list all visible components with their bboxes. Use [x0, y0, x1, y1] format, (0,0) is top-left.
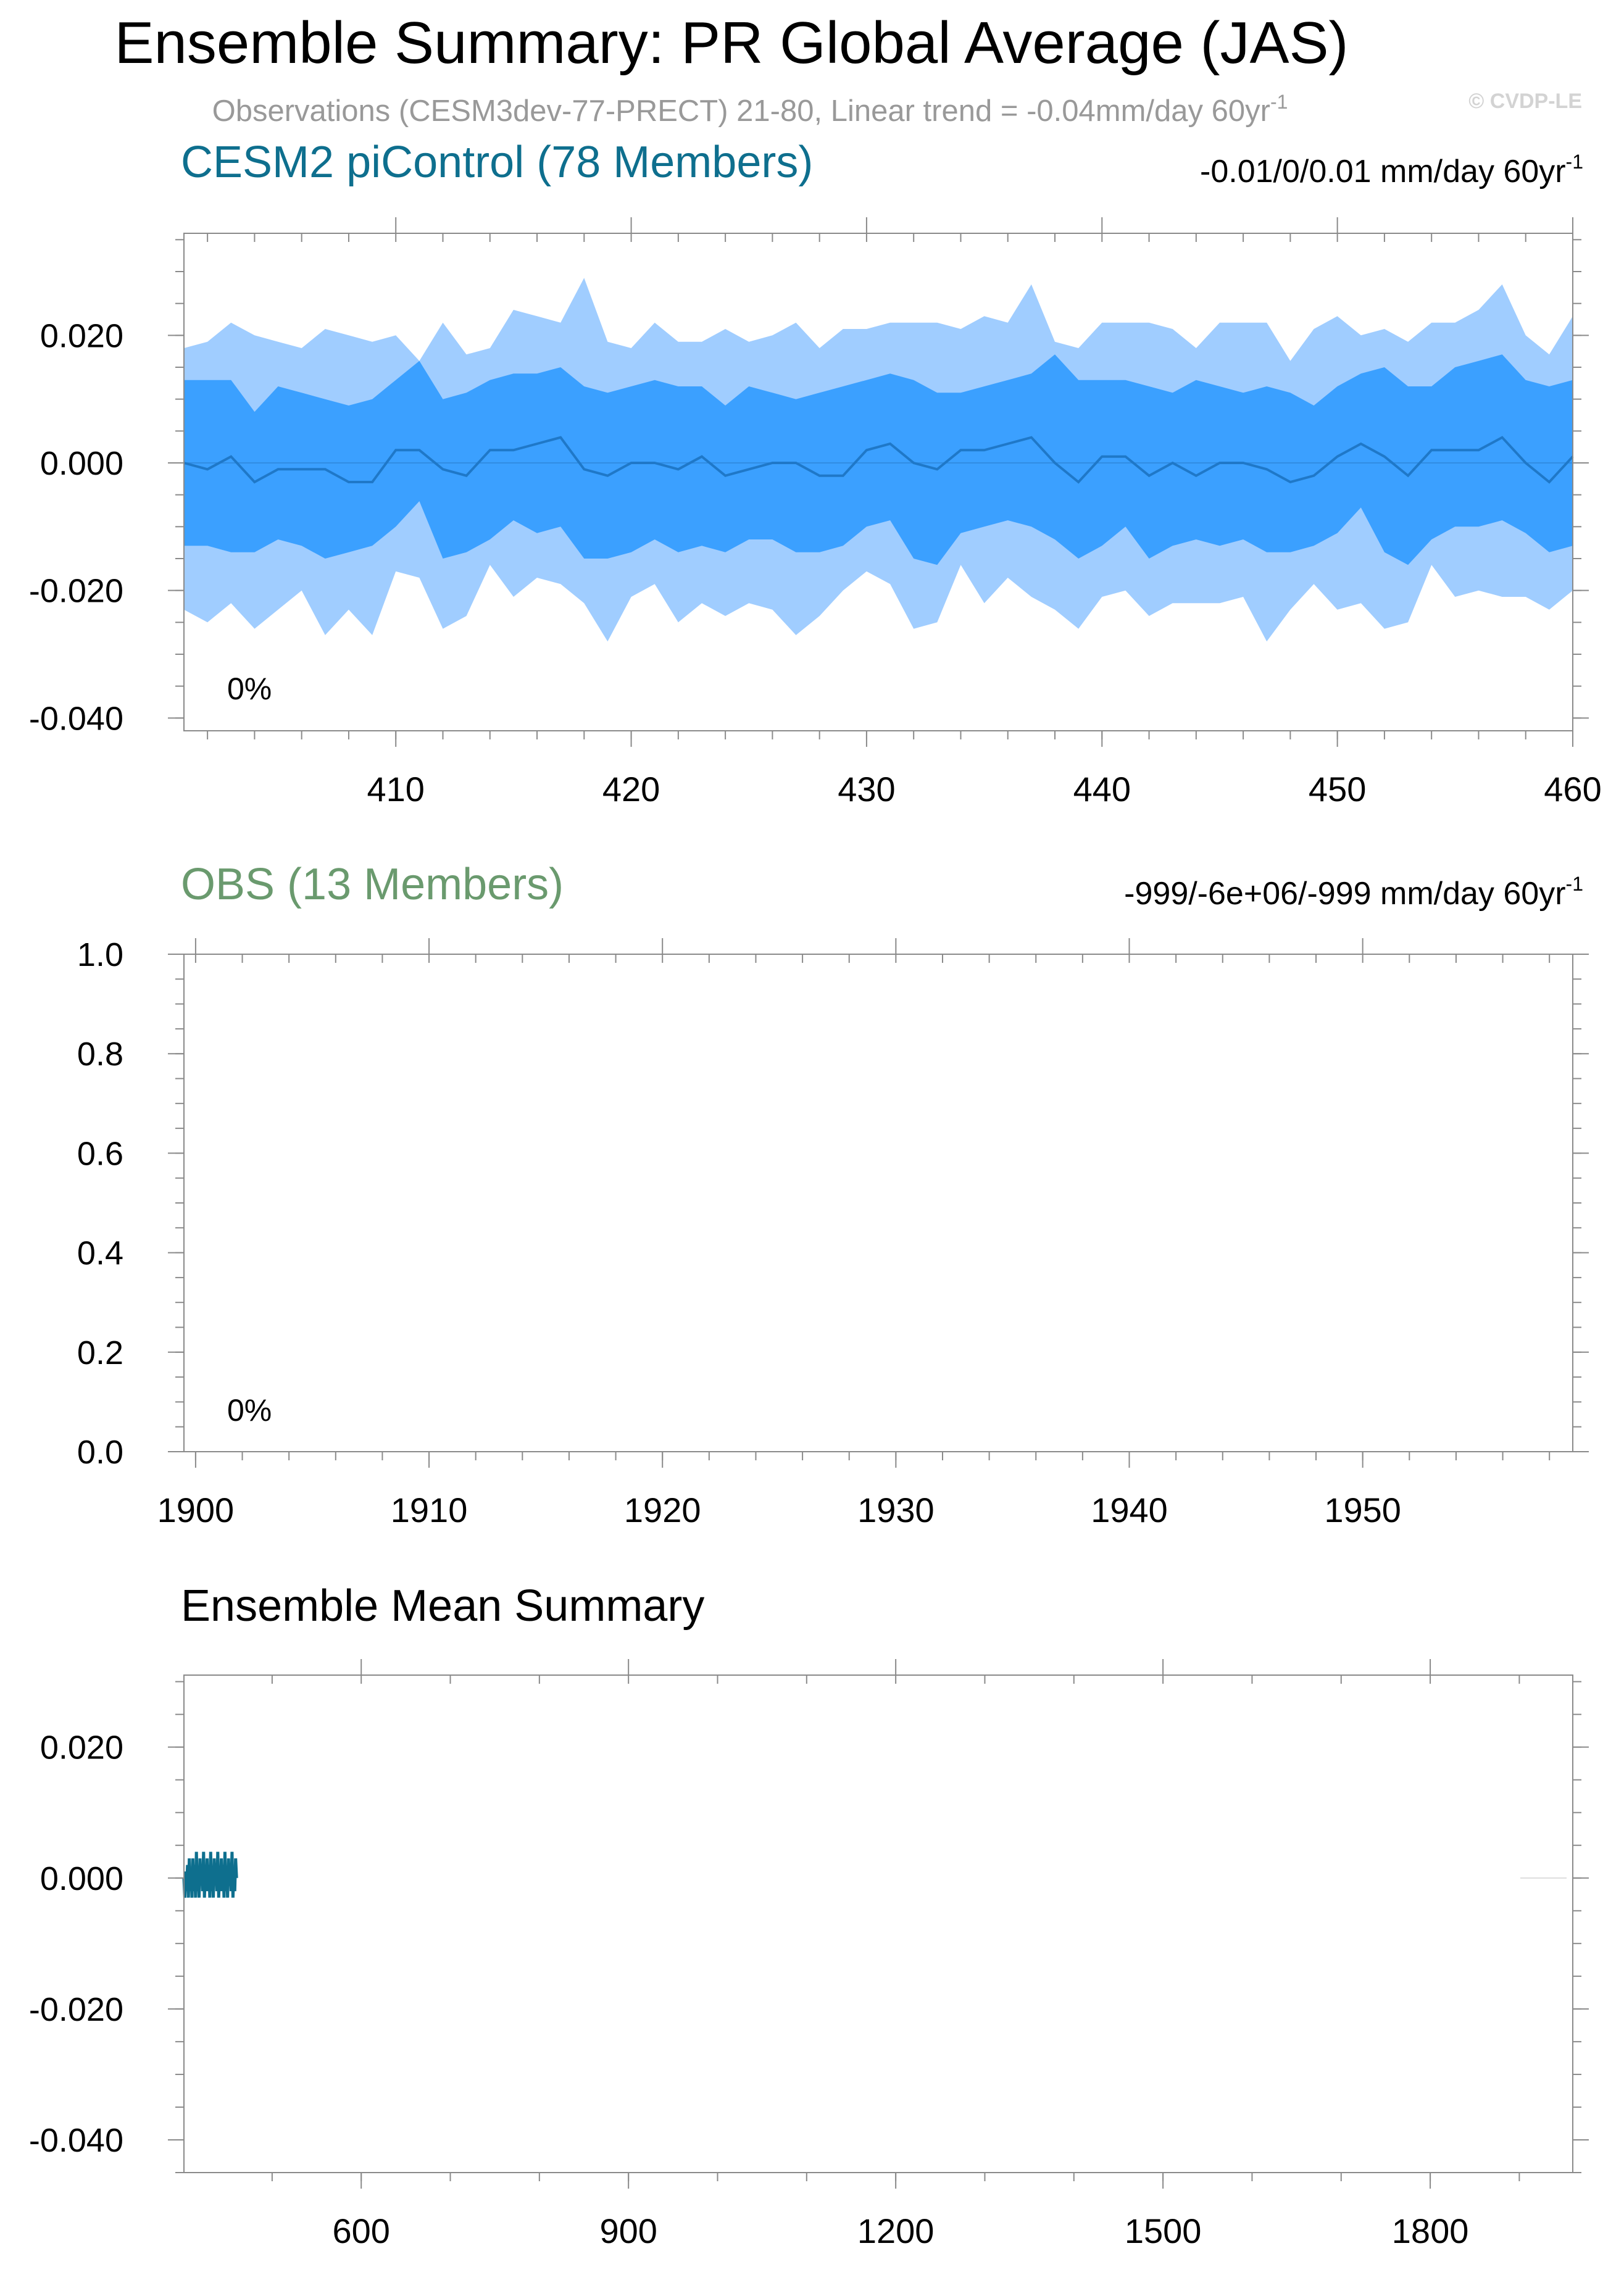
cesm2-trend-superscript: -1	[1566, 151, 1583, 173]
cesm2-plot-area: 410 420 430 440 450 460 0.020 0.000 -0.020 -0.040	[29, 217, 1602, 809]
main-title: Ensemble Summary: PR Global Average (JAS…	[114, 10, 1348, 76]
y-tick-label: -0.040	[29, 700, 123, 737]
x-tick-label: 600	[332, 2211, 389, 2250]
x-tick-label: 1910	[391, 1491, 468, 1529]
x-tick-label: 1200	[857, 2211, 935, 2250]
x-tick-label: 1800	[1392, 2211, 1469, 2250]
y-tick-label: 0.000	[40, 445, 123, 482]
plot-frame	[183, 954, 1573, 1452]
ensemble-mean-title: Ensemble Mean Summary	[181, 1581, 704, 1631]
y-tick-label: -0.020	[29, 573, 123, 610]
x-tick-label: 1940	[1091, 1491, 1168, 1529]
y-tick-label: 1.0	[77, 936, 123, 973]
y-tick-label: 0.0	[77, 1434, 123, 1471]
x-tick-label: 1930	[857, 1491, 935, 1529]
x-tick-label: 1920	[624, 1491, 701, 1529]
cesm2-percent-label: 0%	[227, 672, 272, 706]
y-tick-label: -0.040	[29, 2122, 123, 2159]
obs-trend-text: -999/-6e+06/-999 mm/day 60yr	[1124, 876, 1565, 912]
obs-panel-title: OBS (13 Members)	[181, 860, 564, 909]
cesm2-panel-title: CESM2 piControl (78 Members)	[181, 138, 813, 187]
cesm2-picontrol-panel: CESM2 piControl (78 Members) -0.01/0/0.0…	[29, 138, 1602, 809]
cesm2-trend-text: -0.01/0/0.01 mm/day 60yr	[1200, 154, 1566, 189]
y-tick-label: 0.000	[40, 1860, 123, 1897]
obs-panel: OBS (13 Members) -999/-6e+06/-999 mm/day…	[77, 860, 1589, 1529]
y-tick-label: 0.4	[77, 1235, 123, 1272]
subtitle: Observations (CESM3dev-77-PRECT) 21-80, …	[212, 91, 1288, 128]
ensemble-mean-series-line	[182, 1852, 238, 1898]
obs-trend-label: -999/-6e+06/-999 mm/day 60yr-1	[1124, 873, 1583, 912]
y-tick-label: 0.2	[77, 1334, 123, 1371]
plot-frame	[183, 233, 1573, 731]
obs-trend-superscript: -1	[1566, 873, 1583, 895]
y-tick-label: 0.6	[77, 1135, 123, 1172]
cesm2-trend-label: -0.01/0/0.01 mm/day 60yr-1	[1200, 151, 1583, 189]
subtitle-text: Observations (CESM3dev-77-PRECT) 21-80, …	[212, 94, 1270, 128]
x-tick-label: 900	[599, 2211, 657, 2250]
x-tick-label: 460	[1544, 770, 1601, 809]
inner-spread-band	[184, 354, 1573, 565]
y-tick-label: 0.020	[40, 317, 123, 354]
x-tick-label: 450	[1309, 770, 1366, 809]
y-tick-label: -0.020	[29, 1991, 123, 2028]
x-tick-label: 420	[602, 770, 660, 809]
ensemble-mean-plot-area: 600 900 1200 1500 1800 0.020 0.000 -0.020 -0.040	[29, 1659, 1589, 2250]
y-tick-label: 0.020	[40, 1729, 123, 1766]
obs-plot-area: 1900 1910 1920 1930 1940 1950 0.0 0.2 0.4 0.6 0.8 1…	[77, 936, 1589, 1529]
x-tick-label: 440	[1073, 770, 1131, 809]
subtitle-superscript: -1	[1270, 91, 1288, 113]
x-tick-label: 410	[367, 770, 425, 809]
ensemble-mean-panel: Ensemble Mean Summary 600 900 1200 1500 1800…	[29, 1581, 1589, 2250]
plot-frame	[183, 1674, 1573, 2173]
x-tick-label: 430	[838, 770, 895, 809]
x-tick-label: 1900	[157, 1491, 235, 1529]
x-tick-label: 1950	[1324, 1491, 1401, 1529]
obs-percent-label: 0%	[227, 1393, 272, 1428]
y-tick-label: 0.8	[77, 1036, 123, 1073]
watermark: © CVDP-LE	[1468, 89, 1582, 113]
x-tick-label: 1500	[1125, 2211, 1202, 2250]
ensemble-mean-line	[183, 436, 1574, 484]
